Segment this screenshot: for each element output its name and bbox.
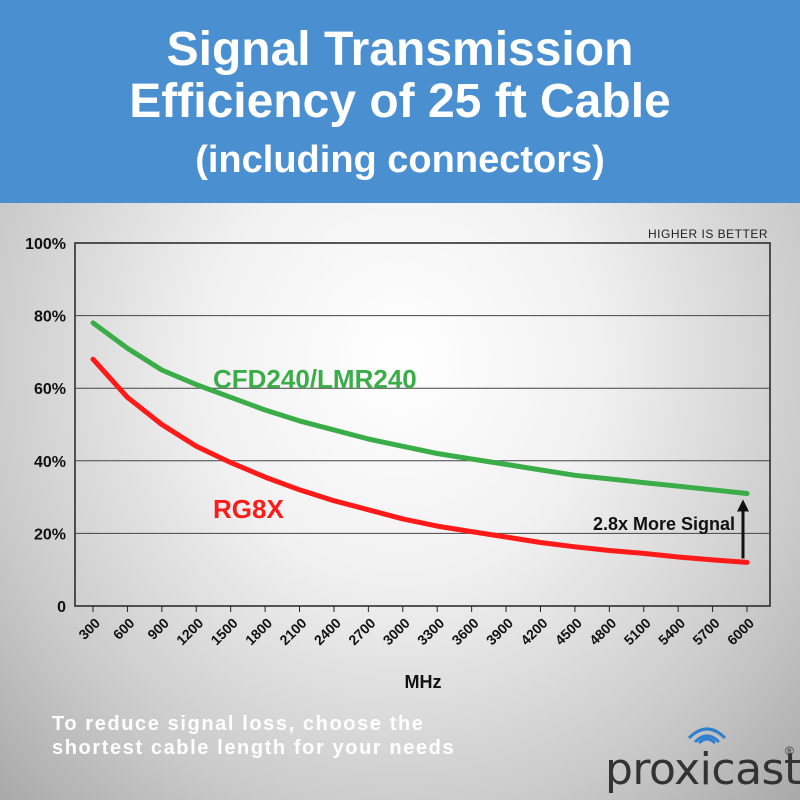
wifi-signal-icon [687, 727, 727, 745]
series-label-rg8x: RG8X [213, 494, 284, 524]
series-line-cfd240 [90, 320, 750, 496]
x-tick-label: 4800 [586, 615, 619, 648]
annotation-label: 2.8x More Signal [593, 514, 735, 534]
x-tick-label: 5100 [621, 615, 654, 648]
x-tick-label: 2100 [276, 615, 309, 648]
title-line-3: (including connectors) [195, 139, 605, 181]
y-tick-label: 60% [34, 381, 66, 398]
y-tick-label: 80% [34, 309, 66, 326]
chart-note: HIGHER IS BETTER [648, 227, 768, 241]
plot-frame [74, 242, 771, 607]
x-tick-label: 600 [110, 615, 138, 643]
brand-logo: proxicast ® [605, 722, 800, 795]
title-line-2: Efficiency of 25 ft Cable [129, 75, 671, 128]
brand-name: proxicast [605, 744, 800, 795]
x-tick-label: 3900 [483, 615, 516, 648]
x-axis-label: MHz [405, 672, 442, 692]
x-tick-label: 1800 [242, 615, 275, 648]
x-tick-label: 1500 [207, 615, 240, 648]
x-tick-label: 4200 [517, 615, 550, 648]
x-tick-label: 6000 [724, 615, 757, 648]
annotation-arrow-head [737, 499, 749, 512]
series-label-cfd240: CFD240/LMR240 [213, 364, 417, 394]
y-tick-label: 0 [57, 599, 66, 616]
y-tick-label: 40% [34, 454, 66, 471]
line-chart: 0 20% 40% 60% 80% 100% 300 600 900 1200 1500 1800 21… [25, 227, 771, 692]
x-tick-label: 4500 [552, 615, 585, 648]
x-tick-label: 2400 [311, 615, 344, 648]
x-tick-label: 900 [144, 615, 172, 643]
footnote-line-2: shortest cable length for your needs [52, 737, 456, 759]
title-line-1: Signal Transmission [166, 23, 634, 76]
registered-mark: ® [785, 744, 794, 758]
footnote: To reduce signal loss, choose the shorte… [52, 712, 455, 760]
x-tick-label: 3000 [380, 615, 413, 648]
x-tick-label: 3600 [448, 615, 481, 648]
title-banner: Signal Transmission Efficiency of 25 ft … [0, 0, 800, 203]
x-tick-label: 3300 [414, 615, 447, 648]
series-line-rg8x [90, 356, 750, 565]
x-tick-label: 300 [75, 615, 103, 643]
x-tick-label: 5700 [689, 615, 722, 648]
x-tick-label: 2700 [345, 615, 378, 648]
y-tick-label: 100% [25, 236, 66, 253]
x-tick-label: 5400 [655, 615, 688, 648]
x-tick-label: 1200 [173, 615, 206, 648]
footnote-line-1: To reduce signal loss, choose the [52, 713, 425, 735]
y-tick-label: 20% [34, 526, 66, 543]
